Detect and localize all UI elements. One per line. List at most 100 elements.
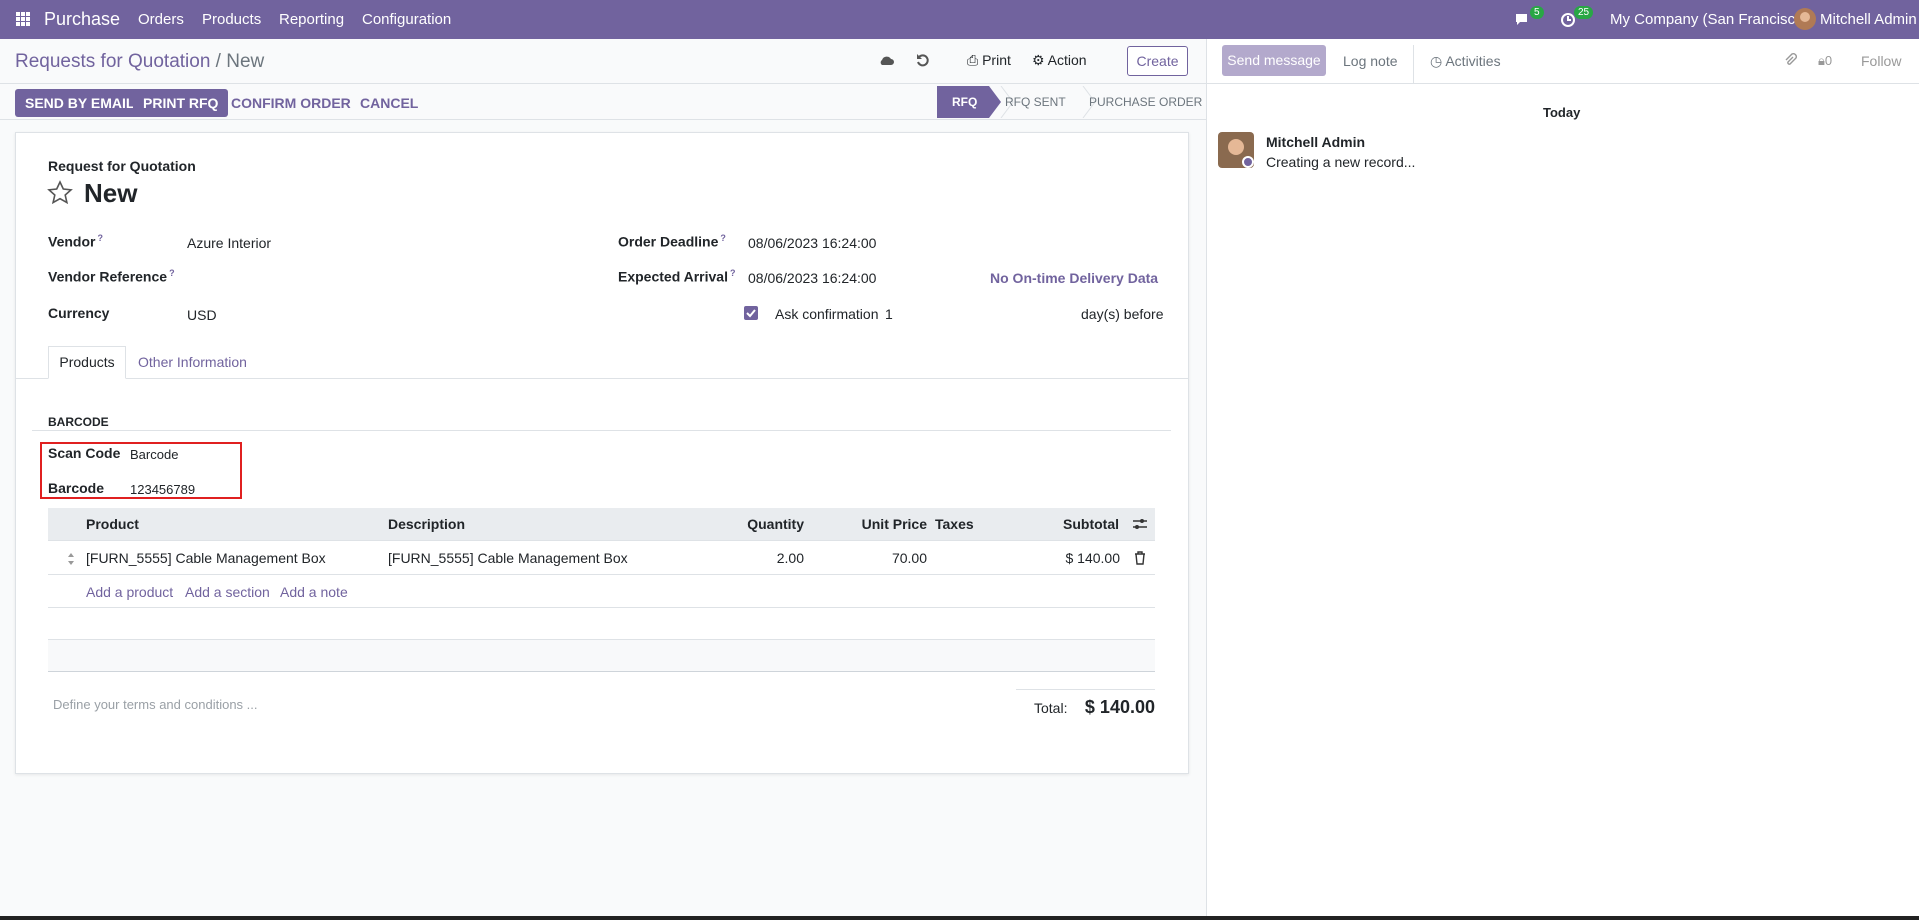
label-text: Expected Arrival — [618, 268, 728, 285]
field-value[interactable]: 08/06/2023 16:24:00 — [748, 270, 877, 286]
tab-active[interactable]: Products — [48, 346, 126, 379]
status-step[interactable]: PURCHASE ORDER — [1089, 95, 1203, 109]
messages-badge: 5 — [1530, 6, 1544, 19]
tab-line — [16, 378, 1188, 379]
user-avatar[interactable] — [1794, 8, 1816, 30]
menu-item[interactable]: Orders — [138, 11, 184, 28]
user-menu[interactable]: Mitchell Admin — [1820, 11, 1917, 28]
menu-item[interactable]: Configuration — [362, 11, 452, 28]
field-value[interactable]: 123456789 — [130, 482, 196, 497]
delete-icon[interactable] — [1134, 551, 1146, 565]
followers-count: 0 — [1824, 53, 1833, 68]
breadcrumb-current: New — [226, 51, 265, 72]
bottom-edge — [0, 916, 1919, 920]
activities-label: Activities — [1445, 53, 1501, 69]
app-name[interactable]: Purchase — [44, 9, 121, 29]
drag-handle[interactable] — [66, 552, 76, 566]
field-label: Order Deadline? — [618, 233, 726, 250]
cell[interactable]: [FURN_5555] Cable Management Box — [388, 550, 628, 566]
cell: $ 140.00 — [1065, 550, 1121, 566]
help-marker[interactable]: ? — [97, 233, 103, 243]
checkbox-label: Ask confirmation — [775, 306, 879, 322]
tab[interactable]: Other Information — [138, 354, 247, 370]
field-label: Currency — [48, 305, 110, 321]
follow-button[interactable]: Follow — [1861, 53, 1902, 69]
column-header[interactable]: Description — [388, 516, 466, 532]
log-note-button[interactable]: Log note — [1343, 53, 1398, 69]
header-button[interactable]: SEND BY EMAIL — [15, 89, 145, 117]
followers-button[interactable]: 🔒︎0 — [1818, 53, 1833, 68]
divider — [32, 430, 1171, 431]
attachment-icon[interactable] — [1783, 52, 1797, 68]
send-message-button[interactable]: Send message — [1222, 45, 1326, 76]
create-button[interactable]: Create — [1127, 46, 1188, 76]
discard-icon[interactable] — [916, 53, 930, 67]
action-label: Action — [1047, 52, 1087, 68]
add-line-link[interactable]: Add a section — [185, 584, 270, 600]
row-line — [48, 607, 1155, 608]
print-button[interactable]: ⎙ Print — [967, 52, 1011, 68]
field-value[interactable]: Azure Interior — [187, 235, 272, 251]
terms-placeholder[interactable]: Define your terms and conditions ... — [53, 697, 258, 712]
navbar: Purchase Orders Products Reporting Confi… — [0, 0, 1919, 39]
cell[interactable]: [FURN_5555] Cable Management Box — [86, 550, 326, 566]
help-marker[interactable]: ? — [720, 233, 726, 243]
header-button[interactable]: CONFIRM ORDER — [231, 95, 351, 111]
message-avatar[interactable] — [1218, 132, 1254, 168]
field-label: Expected Arrival? — [618, 268, 735, 285]
checkbox[interactable] — [744, 306, 758, 320]
field-value[interactable]: Barcode — [130, 447, 179, 462]
message-author[interactable]: Mitchell Admin — [1266, 134, 1366, 150]
company-switcher[interactable]: My Company (San Francisco) — [1610, 11, 1809, 28]
status-step[interactable]: RFQ — [952, 95, 978, 109]
total-label: Total: — [1034, 700, 1068, 716]
save-icon[interactable] — [878, 53, 894, 67]
breadcrumb-separator: / — [215, 51, 221, 72]
header-button[interactable]: CANCEL — [360, 95, 419, 111]
menu-item[interactable]: Reporting — [279, 11, 345, 28]
table-header — [48, 508, 1155, 541]
field-label: Scan Code — [48, 445, 121, 461]
field-suffix: day(s) before — [1081, 306, 1164, 322]
cell[interactable]: 70.00 — [891, 550, 927, 566]
column-header[interactable]: Taxes — [935, 516, 974, 532]
label-text: Order Deadline — [618, 233, 719, 250]
activities-button[interactable]: ◷ Activities — [1430, 53, 1501, 69]
column-header[interactable]: Quantity — [747, 516, 804, 532]
statusbar — [937, 86, 1096, 118]
row-line — [48, 574, 1155, 575]
divider — [0, 119, 1206, 120]
print-label: Print — [982, 52, 1011, 68]
field-value[interactable]: 08/06/2023 16:24:00 — [748, 235, 877, 251]
apps-icon[interactable] — [16, 12, 30, 26]
messages-icon[interactable] — [1514, 12, 1532, 27]
add-line-link[interactable]: Add a product — [86, 584, 174, 600]
divider — [1016, 689, 1155, 690]
section-title: BARCODE — [48, 415, 109, 429]
field-label: Vendor Reference? — [48, 268, 175, 285]
on-time-link[interactable]: No On-time Delivery Data — [990, 270, 1159, 286]
optional-columns-icon[interactable] — [1132, 517, 1148, 531]
field-value[interactable]: 1 — [885, 306, 893, 322]
divider — [0, 83, 1206, 84]
highlight-box — [40, 442, 242, 499]
status-step[interactable]: RFQ SENT — [1005, 95, 1066, 109]
field-value[interactable]: USD — [187, 307, 217, 323]
column-header[interactable]: Subtotal — [1063, 516, 1119, 532]
header-button[interactable]: PRINT RFQ — [133, 89, 229, 117]
date-separator: Today — [1543, 105, 1581, 120]
add-line-link[interactable]: Add a note — [280, 584, 348, 600]
breadcrumb-link[interactable]: Requests for Quotation — [15, 51, 211, 72]
breadcrumb: Requests for Quotation / New — [15, 51, 264, 73]
column-header[interactable]: Product — [86, 516, 139, 532]
help-marker[interactable]: ? — [729, 268, 736, 278]
cell[interactable]: 2.00 — [776, 550, 804, 566]
chatter — [1206, 39, 1919, 916]
column-header[interactable]: Unit Price — [861, 516, 927, 532]
action-button[interactable]: ⚙ Action — [1032, 52, 1087, 68]
divider — [1413, 45, 1414, 83]
menu-item[interactable]: Products — [202, 11, 262, 28]
help-marker[interactable]: ? — [169, 268, 175, 278]
favorite-star[interactable] — [47, 180, 73, 206]
activities-icon[interactable] — [1560, 12, 1576, 28]
